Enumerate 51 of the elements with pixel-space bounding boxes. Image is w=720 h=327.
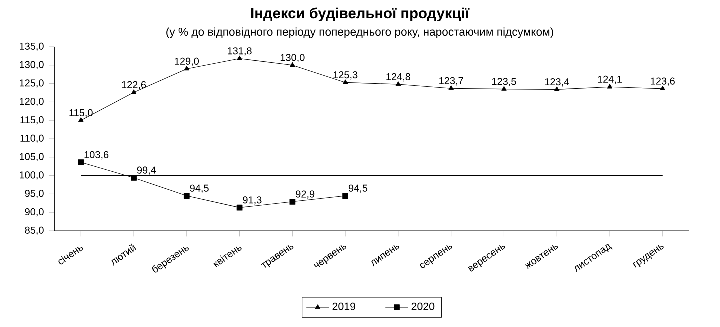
point [342,80,348,84]
point [290,62,296,67]
point [131,175,137,181]
y-tick-label: 120,0 [20,98,44,106]
y-tick-label: 95,0 [25,190,44,198]
y-tick-label: 130,0 [20,61,44,70]
point [78,118,84,122]
data-label: 124,8 [386,73,411,82]
y-tick-label: 125,0 [20,80,44,88]
data-label: 123,4 [545,78,570,87]
data-label: 115,0 [70,109,93,118]
data-label: 130,0 [280,54,305,62]
point [554,86,560,92]
point [184,193,190,199]
data-label: 91,3 [243,196,262,205]
point [448,86,454,90]
chart-subtitle: (у % до відповідного періоду попереднього року, наростаючим підсумком) [166,28,554,38]
data-label: 94,5 [348,184,368,194]
y-tick-label: 85,0 [25,226,44,236]
y-tick-label: 110,0 [20,134,44,144]
data-label: 125,3 [334,71,358,80]
point [78,160,84,166]
legend-label: 2020 [412,302,435,310]
point [236,204,243,211]
point [660,86,666,91]
data-label: 123,6 [651,78,675,86]
y-tick-label: 135,0 [20,42,44,52]
data-label: 129,0 [175,58,200,66]
point [342,193,348,199]
y-tick-label: 90,0 [25,208,44,217]
data-label: 131,8 [228,48,252,56]
point [607,84,613,89]
y-tick-label: 100,0 [20,172,44,180]
data-label: 92,9 [296,190,315,199]
legend-label: 2019 [332,302,356,310]
data-label: 99,4 [137,166,156,176]
data-label: 103,6 [84,151,109,160]
data-label: 123,5 [492,78,516,86]
y-tick-label: 105,0 [20,153,44,162]
y-tick-label: 115,0 [20,116,44,125]
data-label: 124,1 [598,76,622,84]
point [184,66,190,71]
data-label: 122,6 [122,81,146,90]
data-label: 123,7 [440,77,464,86]
point [237,56,242,60]
point [131,90,137,94]
chart-title: Індекси будівельної продукції [252,8,470,22]
point [502,86,507,91]
point [396,82,402,86]
point [290,198,296,205]
data-label: 94,5 [190,184,209,194]
